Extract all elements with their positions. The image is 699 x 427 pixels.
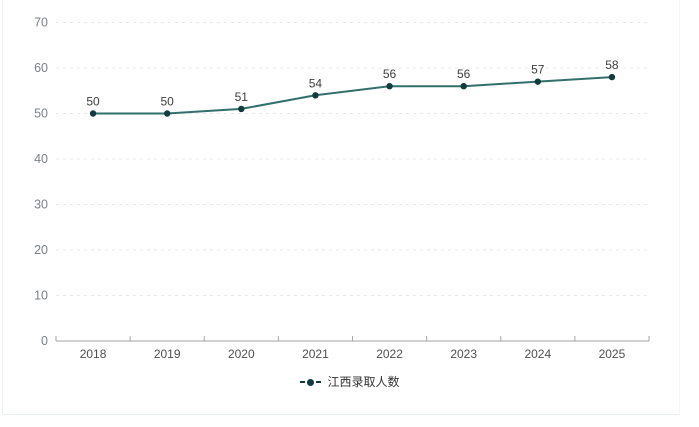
svg-text:2019: 2019: [154, 347, 181, 361]
data-point[interactable]: [312, 92, 319, 99]
legend-dot-icon: [307, 378, 315, 386]
data-point[interactable]: [460, 83, 467, 90]
data-label: 51: [235, 90, 249, 104]
data-point[interactable]: [238, 105, 245, 113]
legend-label: 江西录取人数: [327, 375, 400, 389]
x-axis: [55, 336, 650, 342]
svg-text:10: 10: [34, 289, 48, 303]
svg-text:2022: 2022: [376, 347, 403, 361]
series-line: [93, 76, 612, 115]
svg-text:2018: 2018: [80, 347, 107, 361]
data-point[interactable]: [608, 73, 616, 81]
svg-text:50: 50: [34, 107, 48, 121]
svg-text:2023: 2023: [450, 347, 477, 361]
data-label: 58: [605, 58, 619, 72]
y-axis-labels: 0 10 20 30 40 50 60 70: [34, 16, 48, 349]
x-axis-labels: 2018 2019 2020 2021 2022 2023 2024 2025: [80, 347, 626, 361]
data-points: [89, 73, 616, 117]
data-label: 56: [383, 67, 397, 81]
data-label: 56: [457, 67, 471, 81]
data-point[interactable]: [386, 83, 393, 90]
svg-text:40: 40: [34, 152, 48, 166]
data-label: 54: [309, 76, 323, 90]
data-point[interactable]: [534, 78, 542, 85]
data-labels: 50 50 51 54 56 56 57 58: [86, 58, 619, 108]
data-point[interactable]: [89, 110, 97, 117]
svg-text:20: 20: [34, 243, 48, 257]
data-label: 50: [161, 95, 175, 109]
svg-text:2021: 2021: [302, 347, 329, 361]
chart-card: [2, 0, 680, 415]
data-point[interactable]: [163, 110, 171, 117]
svg-text:2025: 2025: [599, 347, 626, 361]
svg-text:30: 30: [34, 198, 48, 212]
svg-text:70: 70: [34, 16, 48, 30]
legend-line-icon: [300, 381, 306, 383]
svg-text:60: 60: [34, 61, 48, 75]
data-label: 50: [86, 95, 100, 109]
gridlines: [56, 22, 649, 296]
legend-item[interactable]: 江西录取人数: [0, 373, 699, 391]
svg-text:0: 0: [41, 334, 48, 348]
svg-text:2024: 2024: [524, 347, 551, 361]
data-label: 57: [531, 63, 545, 77]
legend-line-icon: [316, 381, 322, 383]
svg-text:2020: 2020: [228, 347, 255, 361]
